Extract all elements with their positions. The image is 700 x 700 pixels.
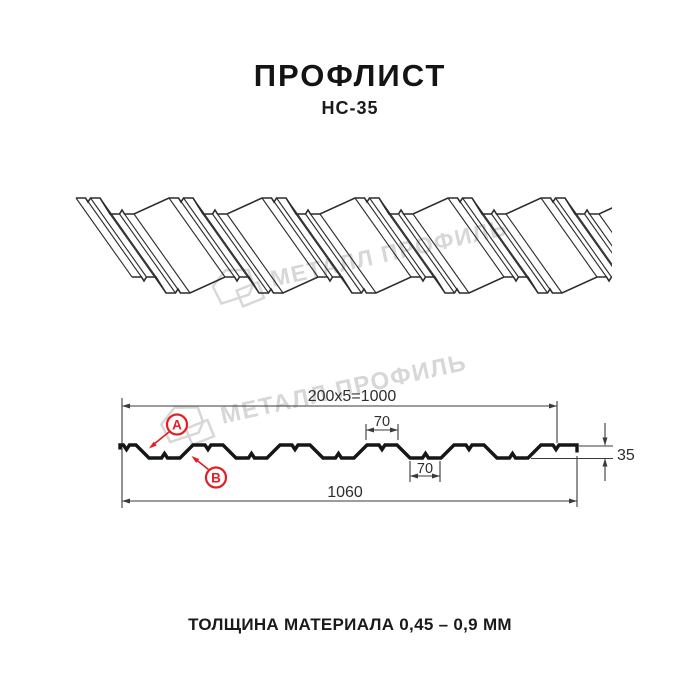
marker-b-circle [204, 466, 228, 489]
brand-watermark: МЕТАЛЛ ПРОФИЛЬ [154, 340, 472, 453]
marker-a-label: A [172, 418, 182, 433]
dim-label-valley-width: 70 [417, 461, 433, 477]
marker-b-label: B [211, 471, 221, 486]
marker-a-circle [165, 413, 189, 436]
page-title: ПРОФЛИСТ [253, 58, 447, 93]
dim-label-overall-width: 1060 [327, 484, 363, 501]
profile-model: НС-35 [321, 98, 379, 118]
brand-logo-icon [159, 406, 216, 447]
dim-label-height: 35 [617, 447, 635, 464]
dim-label-crest-width: 70 [374, 414, 390, 430]
dim-label-top-span: 200x5=1000 [308, 388, 397, 405]
thickness-note: ТОЛЩИНА МАТЕРИАЛА 0,45 – 0,9 ММ [188, 615, 512, 634]
profile-outline [118, 443, 579, 460]
